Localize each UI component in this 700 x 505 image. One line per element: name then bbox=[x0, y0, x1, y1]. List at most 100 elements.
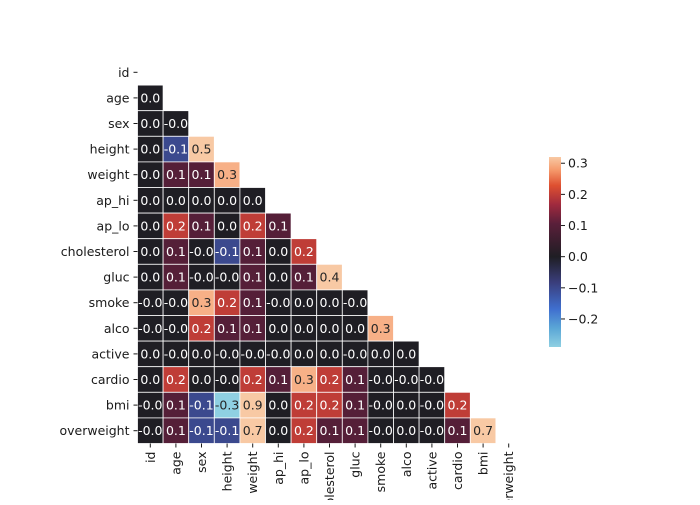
heatmap-cell-weight-height bbox=[213, 161, 241, 188]
cell-value-label: 0.0 bbox=[320, 295, 340, 310]
cell-value-label: 0.1 bbox=[268, 218, 288, 233]
heatmap-cell-alco-ap_hi bbox=[265, 315, 292, 342]
cell-value-label: 0.0 bbox=[166, 193, 186, 208]
heatmap-cell-overweight-ap_hi bbox=[265, 417, 292, 444]
cell-value-label: 0.0 bbox=[294, 295, 314, 310]
y-tick-label-ap_lo: ap_lo bbox=[97, 218, 130, 233]
cell-value-label: 0.2 bbox=[320, 372, 340, 387]
heatmap-cell-cholesterol-id bbox=[137, 238, 164, 265]
cell-value-label: 0.1 bbox=[345, 398, 365, 413]
y-tick-label-active: active bbox=[92, 346, 130, 361]
y-tick-label-age: age bbox=[106, 90, 130, 105]
heatmap-cell-sex-id bbox=[137, 110, 164, 137]
y-tick-label-sex: sex bbox=[108, 116, 129, 131]
cell-value-label: -0.0 bbox=[164, 346, 188, 361]
heatmap-cell-ap_lo-height bbox=[213, 212, 241, 240]
cell-value-label: 0.0 bbox=[140, 193, 160, 208]
heatmap-cell-cardio-cholesterol bbox=[316, 366, 343, 393]
heatmap-cell-cardio-id bbox=[137, 366, 164, 393]
colorbar-tick-label: 0.0 bbox=[568, 249, 588, 264]
heatmap-cell-active-height bbox=[213, 340, 241, 368]
heatmap-cell-ap_lo-age bbox=[162, 212, 190, 240]
cell-value-label: 0.0 bbox=[140, 116, 160, 131]
cell-value-label: 0.9 bbox=[243, 398, 263, 413]
cell-value-label: 0.7 bbox=[473, 423, 493, 438]
cell-value-label: -0.0 bbox=[138, 398, 162, 413]
x-tick-label-ap_hi: ap_hi bbox=[271, 452, 286, 485]
heatmap-cell-overweight-alco bbox=[393, 417, 420, 444]
x-tick-label-id: id bbox=[143, 452, 158, 463]
cell-value-label: -0.0 bbox=[164, 116, 188, 131]
x-tick-label-ap_lo: ap_lo bbox=[296, 452, 311, 485]
heatmap-cell-bmi-id bbox=[137, 391, 164, 419]
cell-value-label: -0.1 bbox=[189, 423, 213, 438]
heatmap-cell-cholesterol-ap_hi bbox=[265, 238, 292, 265]
cell-value-label: 0.0 bbox=[140, 167, 160, 182]
cell-value-label: -0.1 bbox=[215, 423, 239, 438]
heatmap-cell-smoke-id bbox=[137, 289, 164, 316]
cell-value-label: 0.0 bbox=[396, 346, 416, 361]
cell-value-label: 0.0 bbox=[268, 321, 288, 336]
cell-value-label: -0.0 bbox=[369, 398, 393, 413]
x-tick-label-overweight: overweight bbox=[501, 451, 516, 500]
x-tick-labels: id age sex height weight ap_hi ap_lo cholestero… bbox=[143, 443, 516, 505]
cell-value-label: 0.0 bbox=[294, 321, 314, 336]
cell-value-label: 0.2 bbox=[320, 398, 340, 413]
heatmap-cell-active-ap_hi bbox=[265, 340, 292, 368]
cell-value-label: 0.2 bbox=[217, 295, 237, 310]
x-tick-label-active: active bbox=[424, 451, 439, 489]
cell-value-label: 0.0 bbox=[320, 346, 340, 361]
y-tick-label-cardio: cardio bbox=[91, 372, 130, 387]
heatmap-cell-bmi-cardio bbox=[444, 391, 471, 419]
cell-value-label: 0.2 bbox=[294, 398, 314, 413]
cell-value-label: 0.1 bbox=[448, 423, 468, 438]
cell-value-label: 0.1 bbox=[243, 270, 263, 285]
heatmap-cell-ap_lo-ap_hi bbox=[265, 212, 292, 240]
cell-value-label: -0.3 bbox=[215, 398, 239, 413]
colorbar-gradient bbox=[549, 157, 561, 347]
cell-value-label: 0.1 bbox=[294, 270, 314, 285]
y-tick-label-bmi: bmi bbox=[106, 398, 130, 413]
cell-value-label: 0.1 bbox=[243, 244, 263, 259]
colorbar-tick-label: 0.2 bbox=[568, 187, 588, 202]
x-tick-label-bmi: bmi bbox=[476, 452, 491, 476]
cell-value-label: -0.0 bbox=[420, 423, 444, 438]
heatmap-cell-alco-gluc bbox=[341, 315, 369, 342]
cell-value-label: -0.0 bbox=[215, 372, 239, 387]
cell-value-label: -0.0 bbox=[343, 346, 367, 361]
cell-value-label: -0.0 bbox=[420, 372, 444, 387]
y-tick-label-cholesterol: cholesterol bbox=[61, 244, 130, 259]
cell-value-label: 0.0 bbox=[268, 398, 288, 413]
heatmap-cell-gluc-sex bbox=[188, 263, 215, 291]
cell-value-label: 0.0 bbox=[192, 346, 212, 361]
cell-value-label: 0.1 bbox=[166, 423, 186, 438]
heatmap-cell-bmi-alco bbox=[393, 391, 420, 419]
cell-value-label: -0.0 bbox=[189, 270, 213, 285]
heatmap-cell-bmi-gluc bbox=[341, 391, 369, 419]
cell-value-label: -0.0 bbox=[164, 295, 188, 310]
cell-value-label: 0.1 bbox=[345, 423, 365, 438]
y-tick-labels: id age sex height weight ap_hi ap_lo cholestero… bbox=[59, 65, 138, 438]
heatmap-cell-cardio-active bbox=[418, 366, 446, 393]
cell-value-label: -0.0 bbox=[266, 295, 290, 310]
cell-value-label: 0.2 bbox=[192, 321, 212, 336]
heatmap-cell-ap_hi-height bbox=[213, 187, 241, 214]
heatmap-cell-cardio-age bbox=[162, 366, 190, 393]
cell-value-label: 0.1 bbox=[192, 167, 212, 182]
cell-value-label: -0.0 bbox=[138, 295, 162, 310]
cell-value-label: 0.0 bbox=[217, 193, 237, 208]
cell-value-label: 0.0 bbox=[268, 244, 288, 259]
heatmap-cell-cholesterol-age bbox=[162, 238, 190, 265]
y-tick-label-gluc: gluc bbox=[103, 270, 129, 285]
cell-value-label: 0.1 bbox=[166, 270, 186, 285]
cell-value-label: 0.2 bbox=[448, 398, 468, 413]
heatmap-cell-ap_lo-weight bbox=[239, 212, 266, 240]
cell-value-label: 0.1 bbox=[345, 372, 365, 387]
cell-value-label: -0.1 bbox=[215, 244, 239, 259]
heatmap-cell-smoke-gluc bbox=[341, 289, 369, 316]
heatmap-cell-ap_hi-age bbox=[162, 187, 190, 214]
heatmap-cell-height-sex bbox=[188, 135, 215, 163]
cell-value-label: 0.0 bbox=[140, 372, 160, 387]
